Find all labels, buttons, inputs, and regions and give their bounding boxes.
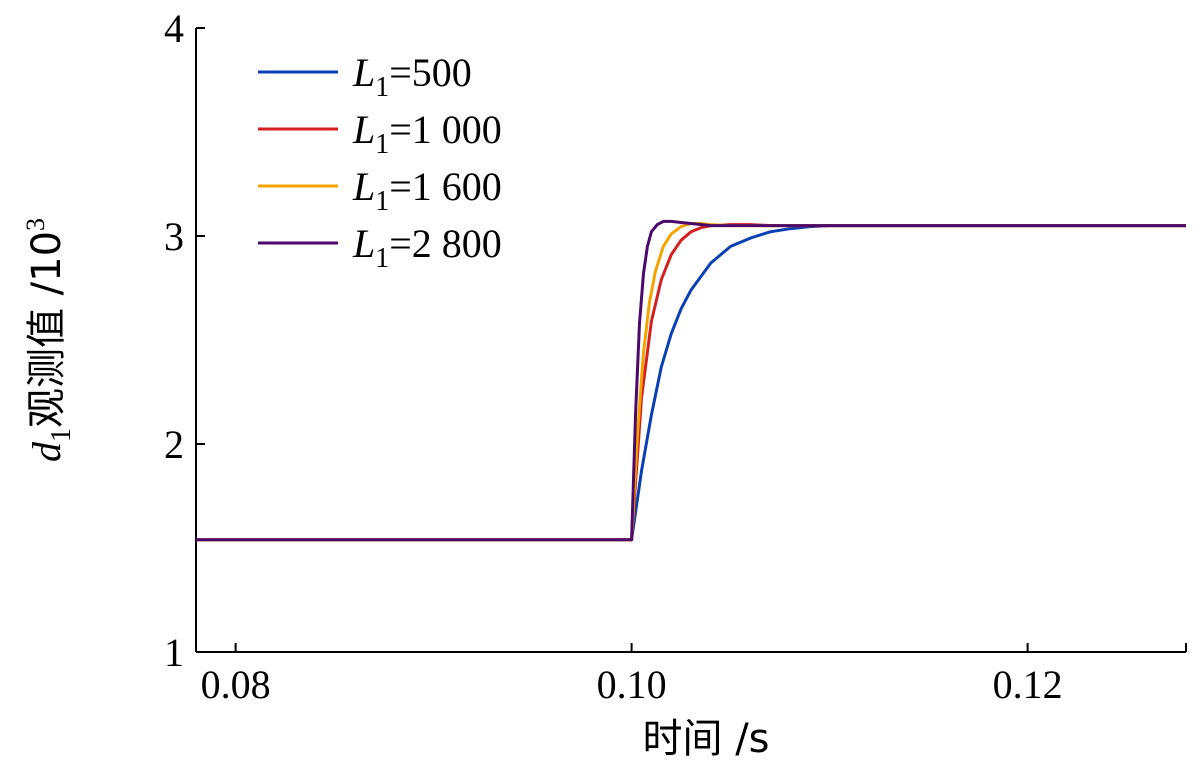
- series-lines: [196, 219, 1186, 542]
- legend-label: L1=1 000: [352, 107, 502, 160]
- x-tick-label: 0.10: [597, 662, 667, 707]
- y-axis-title: d1观测值 /103: [21, 218, 77, 462]
- series-line: [196, 224, 1186, 542]
- axes: 1 2 3 4 0.08 0.10 0.12: [164, 6, 1187, 707]
- y-tick-label: 1: [164, 630, 184, 675]
- axis-titles: 时间 /s d1观测值 /103: [21, 218, 770, 762]
- series-line: [196, 222, 1186, 542]
- legend-label: L1=1 600: [352, 164, 502, 217]
- legend-label: L1=2 800: [352, 221, 502, 274]
- x-axis-title: 时间 /s: [642, 716, 769, 762]
- y-tick-label: 4: [164, 6, 184, 51]
- series-line: [196, 219, 1186, 542]
- y-tick-label: 3: [164, 214, 184, 259]
- x-tick-label: 0.08: [201, 662, 271, 707]
- x-tick-label: 0.12: [993, 662, 1063, 707]
- legend-label: L1=500: [352, 50, 472, 103]
- y-tick-label: 2: [164, 422, 184, 467]
- series-line: [196, 223, 1186, 542]
